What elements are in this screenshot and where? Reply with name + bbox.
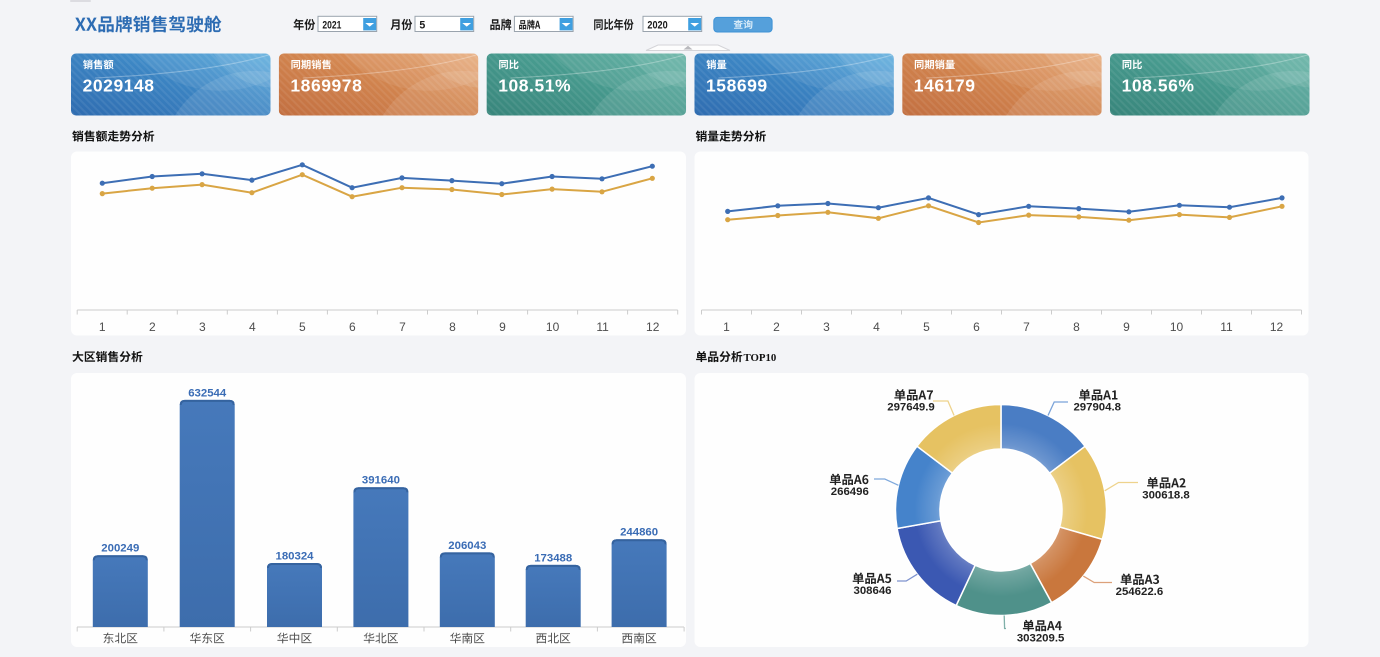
svg-text:2020: 2020: [647, 20, 667, 32]
svg-text:12: 12: [646, 320, 660, 334]
svg-text:5: 5: [419, 20, 425, 32]
svg-text:1: 1: [723, 320, 730, 334]
svg-text:4: 4: [873, 320, 880, 334]
svg-text:TOP10: TOP10: [744, 352, 777, 364]
svg-text:10: 10: [1170, 320, 1184, 334]
svg-text:244860: 244860: [620, 527, 658, 539]
svg-text:3: 3: [823, 320, 830, 334]
svg-text:632544: 632544: [188, 387, 227, 399]
svg-text:266496: 266496: [831, 486, 869, 498]
svg-text:6: 6: [349, 320, 356, 334]
svg-text:3: 3: [199, 320, 206, 334]
svg-text:1: 1: [99, 320, 106, 334]
svg-text:2: 2: [773, 320, 780, 334]
svg-text:11: 11: [596, 320, 609, 334]
svg-text:8: 8: [1073, 320, 1080, 334]
svg-text:2021: 2021: [322, 20, 341, 32]
svg-text:158699: 158699: [706, 76, 768, 96]
svg-text:9: 9: [499, 320, 506, 334]
svg-text:5: 5: [923, 320, 930, 334]
svg-text:7: 7: [399, 320, 406, 334]
svg-text:8: 8: [449, 320, 456, 334]
svg-text:1869978: 1869978: [290, 76, 362, 96]
svg-text:11: 11: [1220, 320, 1233, 334]
svg-text:9: 9: [1123, 320, 1130, 334]
svg-text:180324: 180324: [275, 550, 314, 562]
svg-text:2029148: 2029148: [83, 76, 155, 96]
svg-text:4: 4: [249, 320, 256, 334]
svg-text:200249: 200249: [101, 543, 139, 555]
svg-text:146179: 146179: [914, 76, 976, 96]
svg-text:303209.5: 303209.5: [1017, 632, 1065, 644]
svg-text:206043: 206043: [448, 540, 486, 552]
svg-text:12: 12: [1270, 320, 1284, 334]
svg-text:2: 2: [149, 320, 156, 334]
svg-text:254622.6: 254622.6: [1116, 586, 1164, 598]
svg-text:7: 7: [1023, 320, 1030, 334]
svg-text:6: 6: [973, 320, 980, 334]
svg-text:108.56%: 108.56%: [1122, 76, 1195, 96]
svg-text:300618.8: 300618.8: [1142, 490, 1190, 502]
svg-text:173488: 173488: [534, 552, 572, 564]
svg-text:297649.9: 297649.9: [887, 402, 935, 414]
svg-text:297904.8: 297904.8: [1073, 402, 1121, 414]
svg-text:10: 10: [546, 320, 560, 334]
svg-text:308646: 308646: [853, 585, 891, 597]
svg-text:108.51%: 108.51%: [498, 76, 571, 96]
svg-text:5: 5: [299, 320, 306, 334]
svg-text:391640: 391640: [362, 475, 400, 487]
